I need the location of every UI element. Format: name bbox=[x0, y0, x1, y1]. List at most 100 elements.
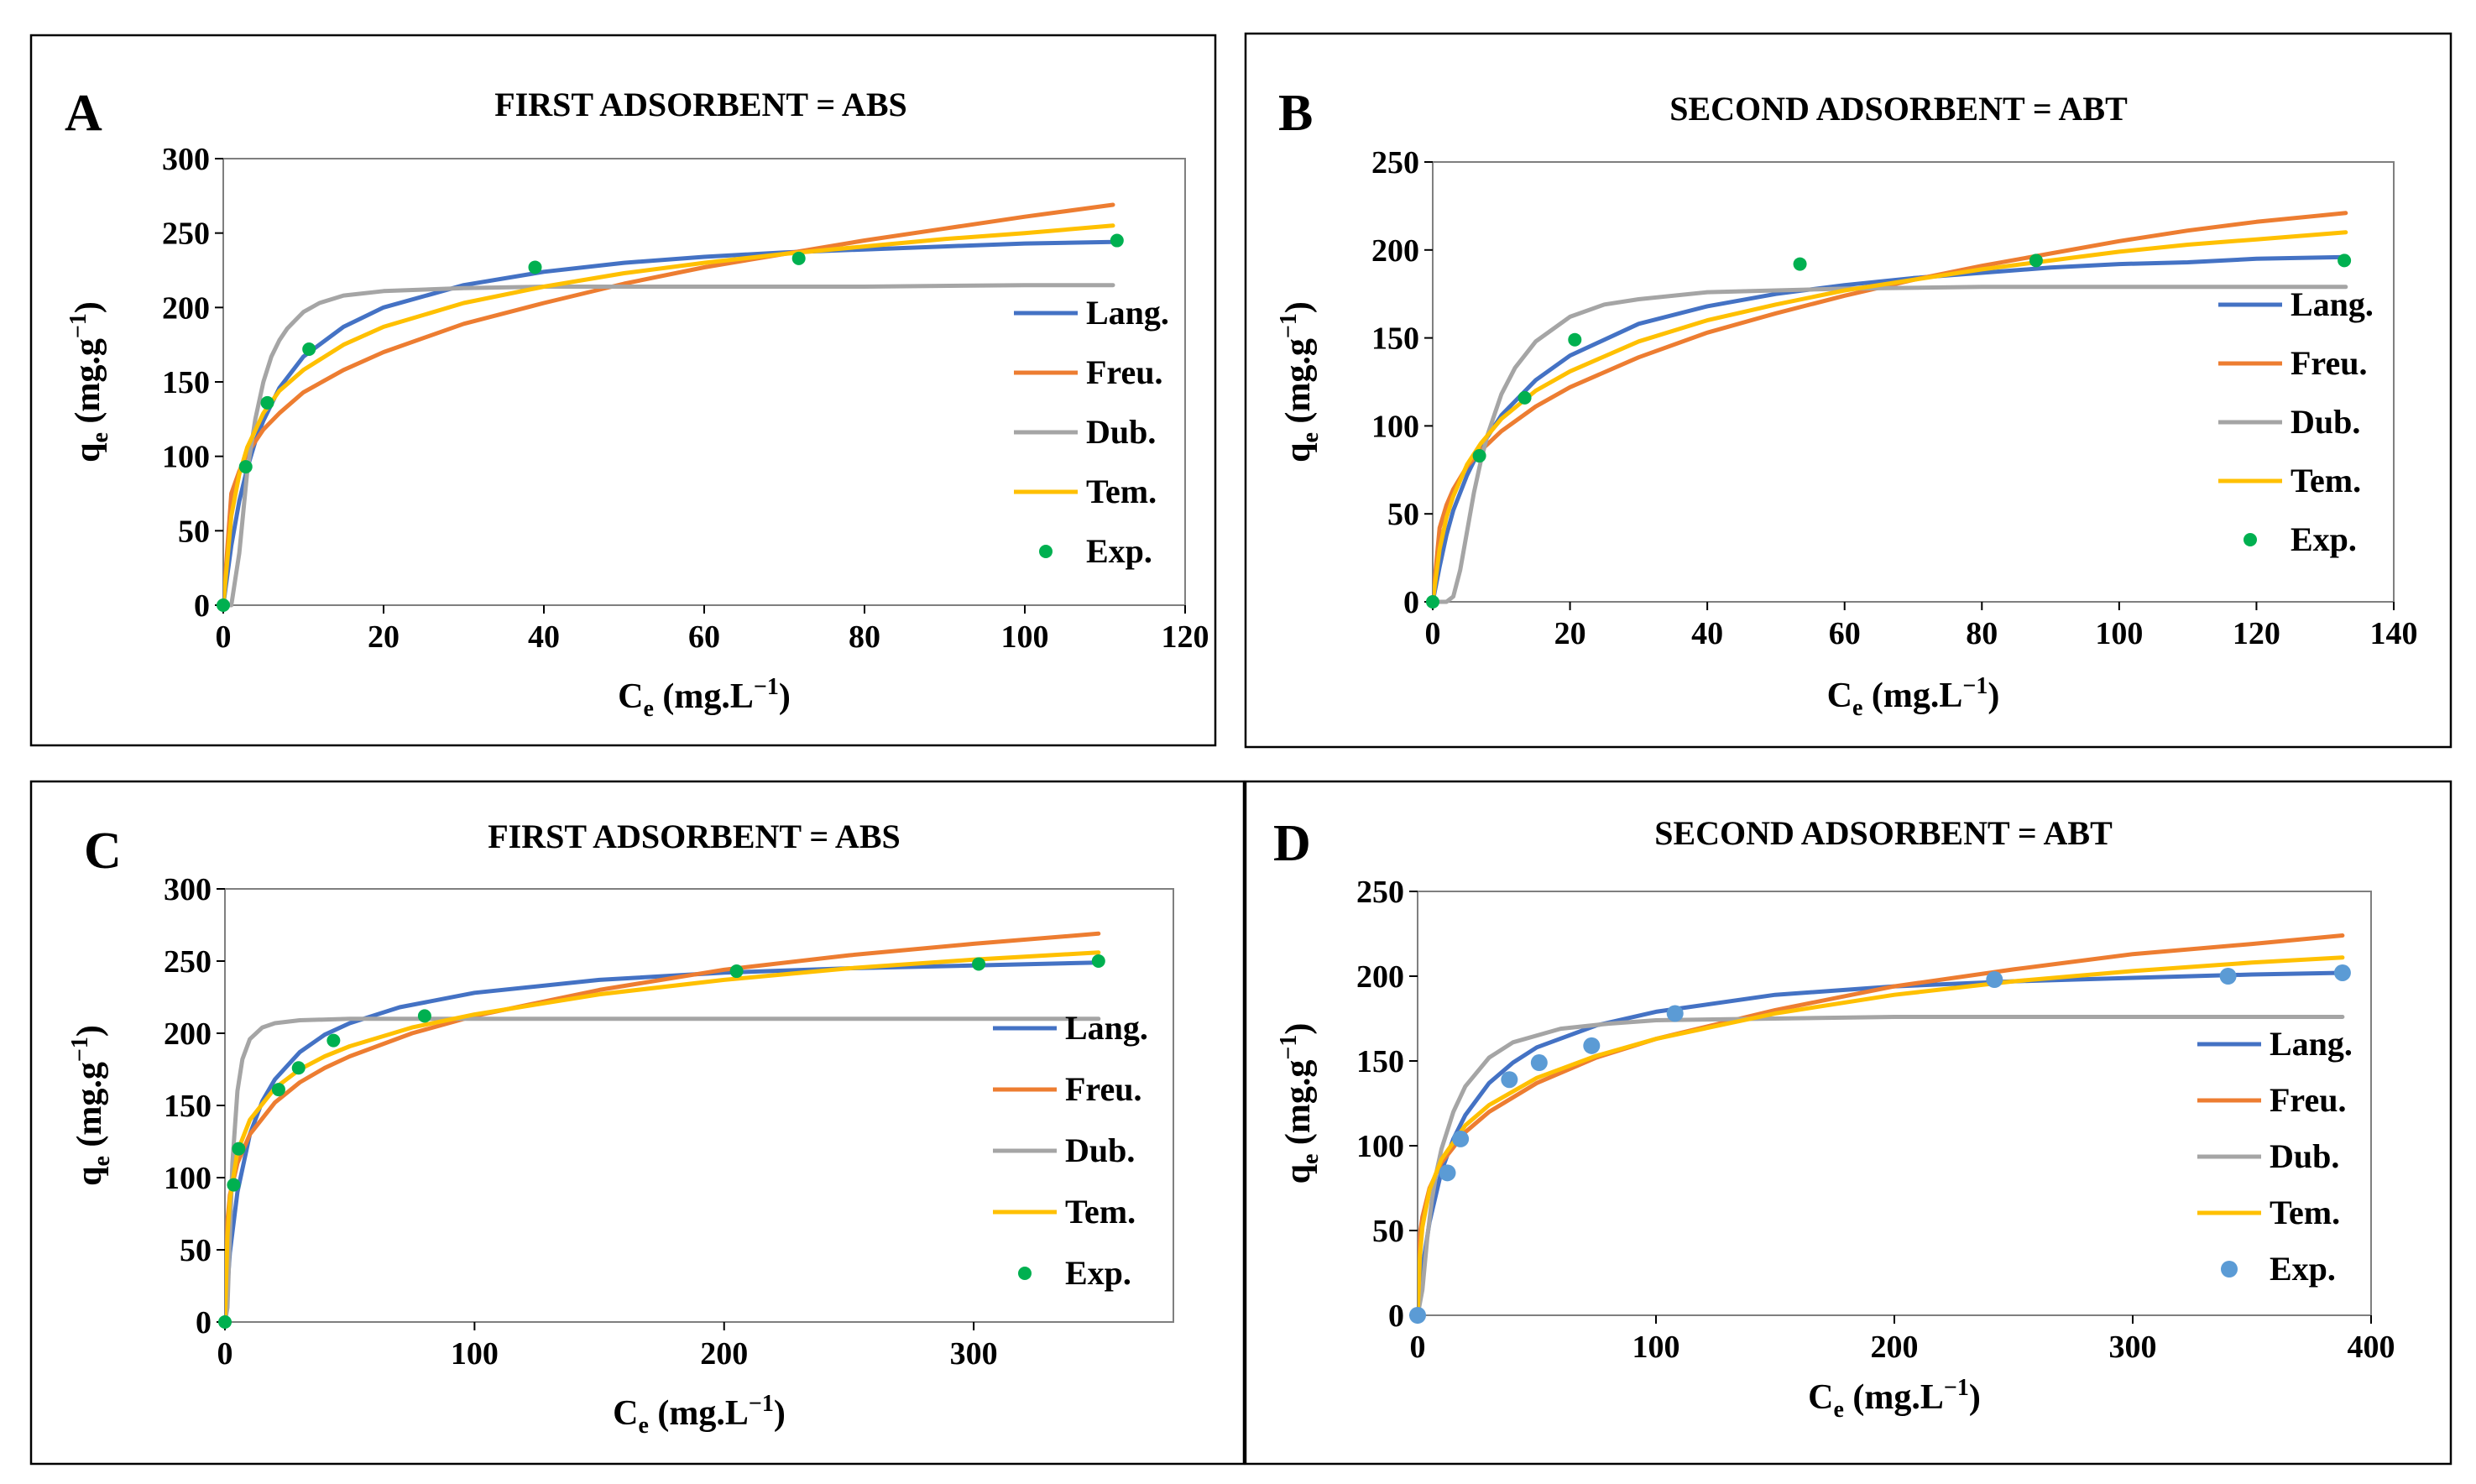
y-tick-label: 50 bbox=[1372, 1214, 1404, 1249]
data-point-exp bbox=[1793, 257, 1807, 271]
y-tick-label: 250 bbox=[1356, 875, 1404, 910]
data-point-exp bbox=[1517, 390, 1532, 405]
x-tick-label: 80 bbox=[849, 619, 880, 655]
chart-title: FIRST ADSORBENT = ABS bbox=[488, 818, 901, 855]
y-tick-label: 300 bbox=[162, 142, 210, 177]
legend-label: Tem. bbox=[1065, 1193, 1136, 1231]
series-line-lang bbox=[225, 960, 1101, 1325]
y-axis-label: qe (mg.g−1) bbox=[67, 1025, 115, 1186]
x-tick-label: 0 bbox=[1425, 616, 1441, 651]
legend-label: Tem. bbox=[1086, 473, 1157, 510]
data-point-exp bbox=[260, 395, 274, 410]
y-axis-label: qe (mg.g−1) bbox=[65, 301, 113, 462]
data-point-exp bbox=[218, 1315, 232, 1329]
x-tick-label: 140 bbox=[2370, 616, 2418, 651]
x-tick-label: 100 bbox=[2095, 616, 2143, 651]
legend-label: Freu. bbox=[1065, 1070, 1141, 1108]
chart-title: SECOND ADSORBENT = ABT bbox=[1654, 814, 2113, 852]
x-tick-label: 0 bbox=[217, 1336, 233, 1372]
series-line-tem bbox=[1418, 955, 2345, 1318]
x-tick-label: 20 bbox=[368, 619, 400, 655]
legend-label: Lang. bbox=[2270, 1025, 2353, 1063]
panel-frame bbox=[1244, 780, 2452, 1466]
data-point-exp bbox=[1426, 595, 1439, 609]
legend-label: Freu. bbox=[1086, 353, 1162, 391]
panel-frame bbox=[29, 780, 1246, 1466]
x-tick-label: 60 bbox=[1829, 616, 1861, 651]
data-point-exp bbox=[417, 1009, 431, 1023]
series-line-dub bbox=[1418, 1015, 2345, 1318]
y-tick-label: 200 bbox=[162, 290, 210, 326]
data-point-exp bbox=[1583, 1037, 1601, 1054]
y-tick-label: 200 bbox=[1371, 233, 1419, 269]
y-tick-label: 100 bbox=[1371, 409, 1419, 444]
x-tick-label: 20 bbox=[1554, 616, 1586, 651]
legend-label: Dub. bbox=[1086, 413, 1156, 451]
legend-label: Lang. bbox=[2291, 285, 2374, 323]
y-tick-label: 50 bbox=[178, 514, 210, 549]
data-point-exp bbox=[232, 1142, 246, 1156]
y-tick-label: 150 bbox=[164, 1089, 212, 1124]
data-point-exp bbox=[2219, 968, 2237, 985]
legend-label: Tem. bbox=[2291, 462, 2361, 499]
y-tick-label: 0 bbox=[194, 588, 210, 624]
data-point-exp bbox=[217, 598, 230, 612]
data-point-exp bbox=[1986, 971, 2003, 989]
data-point-exp bbox=[227, 1178, 241, 1192]
data-point-exp bbox=[729, 964, 744, 979]
y-tick-label: 150 bbox=[1356, 1044, 1404, 1079]
x-tick-label: 0 bbox=[1410, 1330, 1426, 1365]
y-tick-label: 200 bbox=[1356, 959, 1404, 995]
legend-label: Exp. bbox=[1065, 1254, 1131, 1292]
y-tick-label: 250 bbox=[164, 944, 212, 980]
x-axis-label: Ce (mg.L−1) bbox=[1827, 673, 2000, 721]
chart-panel-a: A FIRST ADSORBENT = ABS050100150200250300… bbox=[29, 34, 1217, 747]
x-axis-label: Ce (mg.L−1) bbox=[618, 674, 791, 722]
legend-label: Exp. bbox=[2291, 520, 2357, 558]
x-tick-label: 400 bbox=[2348, 1330, 2395, 1365]
data-point-exp bbox=[1568, 332, 1582, 347]
legend-label: Dub. bbox=[1065, 1131, 1135, 1169]
legend-label: Freu. bbox=[2270, 1081, 2346, 1119]
x-axis-label: Ce (mg.L−1) bbox=[1808, 1375, 1981, 1423]
chart-title: SECOND ADSORBENT = ABT bbox=[1669, 90, 2128, 128]
y-tick-label: 100 bbox=[164, 1161, 212, 1196]
panel-frame bbox=[29, 34, 1217, 747]
data-point-exp bbox=[1501, 1071, 1518, 1089]
x-tick-label: 120 bbox=[2233, 616, 2280, 651]
data-point-exp bbox=[2333, 964, 2351, 981]
series-line-lang bbox=[1433, 254, 2348, 604]
x-tick-label: 60 bbox=[688, 619, 720, 655]
y-tick-label: 0 bbox=[1388, 1298, 1404, 1334]
data-point-exp bbox=[291, 1061, 306, 1075]
data-point-exp bbox=[528, 260, 542, 274]
y-tick-label: 100 bbox=[1356, 1129, 1404, 1164]
series-line-freu bbox=[1433, 211, 2348, 604]
legend-label: Lang. bbox=[1065, 1009, 1148, 1047]
data-point-exp bbox=[1452, 1130, 1470, 1147]
legend-swatch-marker bbox=[1039, 545, 1053, 558]
x-tick-label: 40 bbox=[528, 619, 560, 655]
y-tick-label: 150 bbox=[1371, 321, 1419, 357]
chart-title: FIRST ADSORBENT = ABS bbox=[494, 86, 907, 123]
legend-label: Lang. bbox=[1086, 294, 1169, 332]
y-tick-label: 200 bbox=[164, 1016, 212, 1052]
y-tick-label: 150 bbox=[162, 365, 210, 400]
legend-swatch-marker bbox=[1018, 1267, 1032, 1280]
legend-swatch-marker bbox=[2221, 1261, 2238, 1278]
x-tick-label: 100 bbox=[1632, 1330, 1680, 1365]
x-tick-label: 200 bbox=[1871, 1330, 1919, 1365]
x-tick-label: 300 bbox=[2109, 1330, 2157, 1365]
y-axis-label: qe (mg.g−1) bbox=[1276, 301, 1324, 462]
plot-area bbox=[1432, 161, 2395, 603]
data-point-exp bbox=[1530, 1054, 1548, 1072]
data-point-exp bbox=[1472, 449, 1486, 463]
y-tick-label: 250 bbox=[1371, 145, 1419, 180]
panels: A FIRST ADSORBENT = ABS050100150200250300… bbox=[29, 32, 2452, 1466]
y-tick-label: 0 bbox=[1403, 585, 1419, 620]
y-tick-label: 250 bbox=[162, 217, 210, 252]
data-point-exp bbox=[326, 1033, 341, 1048]
x-axis-label: Ce (mg.L−1) bbox=[613, 1391, 786, 1439]
